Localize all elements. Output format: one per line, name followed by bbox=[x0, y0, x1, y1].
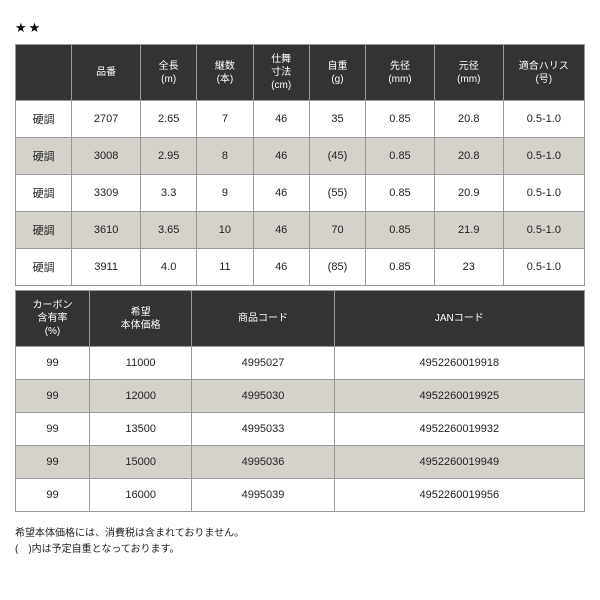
table-cell: 0.85 bbox=[366, 212, 435, 249]
column-header: 商品コード bbox=[192, 291, 334, 347]
table-cell: 0.5-1.0 bbox=[503, 175, 584, 212]
rating-stars: ★★ bbox=[15, 20, 585, 36]
table-cell: 46 bbox=[253, 101, 309, 138]
table-cell: 20.8 bbox=[434, 138, 503, 175]
column-header: 適合ハリス(号) bbox=[503, 45, 584, 101]
table-row: 硬調30082.95846(45)0.8520.80.5-1.0 bbox=[16, 138, 585, 175]
table-cell: 13500 bbox=[89, 413, 191, 446]
table-cell: 11000 bbox=[89, 347, 191, 380]
table-row: 991600049950394952260019956 bbox=[16, 479, 585, 512]
table-cell: 0.85 bbox=[366, 249, 435, 286]
table-cell: 20.8 bbox=[434, 101, 503, 138]
table-cell: 4995036 bbox=[192, 446, 334, 479]
table-cell: 99 bbox=[16, 446, 90, 479]
table-cell: 3911 bbox=[72, 249, 141, 286]
table-cell: 8 bbox=[197, 138, 253, 175]
table-row: 991500049950364952260019949 bbox=[16, 446, 585, 479]
table-cell: 12000 bbox=[89, 380, 191, 413]
column-header: 仕舞寸法(cm) bbox=[253, 45, 309, 101]
table-cell: 10 bbox=[197, 212, 253, 249]
table-header-row: カーボン含有率(%)希望本体価格商品コードJANコード bbox=[16, 291, 585, 347]
table-cell: 15000 bbox=[89, 446, 191, 479]
table-cell: 0.5-1.0 bbox=[503, 249, 584, 286]
table-cell: 21.9 bbox=[434, 212, 503, 249]
table-cell: 0.85 bbox=[366, 175, 435, 212]
table-cell: 0.5-1.0 bbox=[503, 101, 584, 138]
table-cell: 3309 bbox=[72, 175, 141, 212]
table-cell: 4952260019925 bbox=[334, 380, 584, 413]
column-header: 元径(mm) bbox=[434, 45, 503, 101]
column-header: 全長(m) bbox=[141, 45, 197, 101]
table-cell: 硬調 bbox=[16, 175, 72, 212]
table-row: 991200049950304952260019925 bbox=[16, 380, 585, 413]
table-cell: 46 bbox=[253, 249, 309, 286]
column-header: カーボン含有率(%) bbox=[16, 291, 90, 347]
table-cell: 硬調 bbox=[16, 249, 72, 286]
table-cell: 硬調 bbox=[16, 101, 72, 138]
table-cell: 16000 bbox=[89, 479, 191, 512]
table-cell: 70 bbox=[309, 212, 365, 249]
table-cell: 4.0 bbox=[141, 249, 197, 286]
table-cell: 99 bbox=[16, 380, 90, 413]
footnote: 希望本体価格には、消費税は含まれておりません。 ( )内は予定自重となっておりま… bbox=[15, 526, 585, 558]
spec-table-1: 品番全長(m)継数(本)仕舞寸法(cm)自重(g)先径(mm)元径(mm)適合ハ… bbox=[15, 44, 585, 286]
table-cell: 4952260019949 bbox=[334, 446, 584, 479]
table-cell: 46 bbox=[253, 212, 309, 249]
table-cell: 99 bbox=[16, 413, 90, 446]
column-header: 先径(mm) bbox=[366, 45, 435, 101]
table-cell: 硬調 bbox=[16, 212, 72, 249]
table-cell: 11 bbox=[197, 249, 253, 286]
table-cell: 7 bbox=[197, 101, 253, 138]
table-cell: 硬調 bbox=[16, 138, 72, 175]
table-cell: (55) bbox=[309, 175, 365, 212]
table-cell: 3008 bbox=[72, 138, 141, 175]
table-cell: 4952260019932 bbox=[334, 413, 584, 446]
table-cell: 99 bbox=[16, 347, 90, 380]
table-cell: 46 bbox=[253, 175, 309, 212]
table-cell: 3610 bbox=[72, 212, 141, 249]
table-cell: 4995030 bbox=[192, 380, 334, 413]
table-cell: 3.3 bbox=[141, 175, 197, 212]
table-cell: 4952260019918 bbox=[334, 347, 584, 380]
table-cell: (45) bbox=[309, 138, 365, 175]
table-cell: 0.5-1.0 bbox=[503, 212, 584, 249]
table-cell: 20.9 bbox=[434, 175, 503, 212]
table-cell: 2.65 bbox=[141, 101, 197, 138]
column-header bbox=[16, 45, 72, 101]
table-cell: 0.5-1.0 bbox=[503, 138, 584, 175]
table-cell: 4995027 bbox=[192, 347, 334, 380]
table-cell: 23 bbox=[434, 249, 503, 286]
table-row: 硬調27072.65746350.8520.80.5-1.0 bbox=[16, 101, 585, 138]
table-header-row: 品番全長(m)継数(本)仕舞寸法(cm)自重(g)先径(mm)元径(mm)適合ハ… bbox=[16, 45, 585, 101]
table-row: 硬調39114.01146(85)0.85230.5-1.0 bbox=[16, 249, 585, 286]
table-row: 991350049950334952260019932 bbox=[16, 413, 585, 446]
note-line: 希望本体価格には、消費税は含まれておりません。 bbox=[15, 526, 585, 542]
table-cell: 46 bbox=[253, 138, 309, 175]
table-row: 硬調33093.3946(55)0.8520.90.5-1.0 bbox=[16, 175, 585, 212]
table-row: 硬調36103.651046700.8521.90.5-1.0 bbox=[16, 212, 585, 249]
column-header: JANコード bbox=[334, 291, 584, 347]
column-header: 継数(本) bbox=[197, 45, 253, 101]
table-cell: 99 bbox=[16, 479, 90, 512]
table-cell: 2.95 bbox=[141, 138, 197, 175]
table-cell: 2707 bbox=[72, 101, 141, 138]
table-row: 991100049950274952260019918 bbox=[16, 347, 585, 380]
table-cell: 0.85 bbox=[366, 138, 435, 175]
spec-table-2: カーボン含有率(%)希望本体価格商品コードJANコード 991100049950… bbox=[15, 290, 585, 512]
table-cell: 4952260019956 bbox=[334, 479, 584, 512]
column-header: 自重(g) bbox=[309, 45, 365, 101]
column-header: 品番 bbox=[72, 45, 141, 101]
table-cell: 9 bbox=[197, 175, 253, 212]
table-cell: 0.85 bbox=[366, 101, 435, 138]
table-cell: 3.65 bbox=[141, 212, 197, 249]
note-line: ( )内は予定自重となっております。 bbox=[15, 542, 585, 558]
table-cell: 4995039 bbox=[192, 479, 334, 512]
table-cell: 35 bbox=[309, 101, 365, 138]
table-cell: (85) bbox=[309, 249, 365, 286]
table-cell: 4995033 bbox=[192, 413, 334, 446]
column-header: 希望本体価格 bbox=[89, 291, 191, 347]
